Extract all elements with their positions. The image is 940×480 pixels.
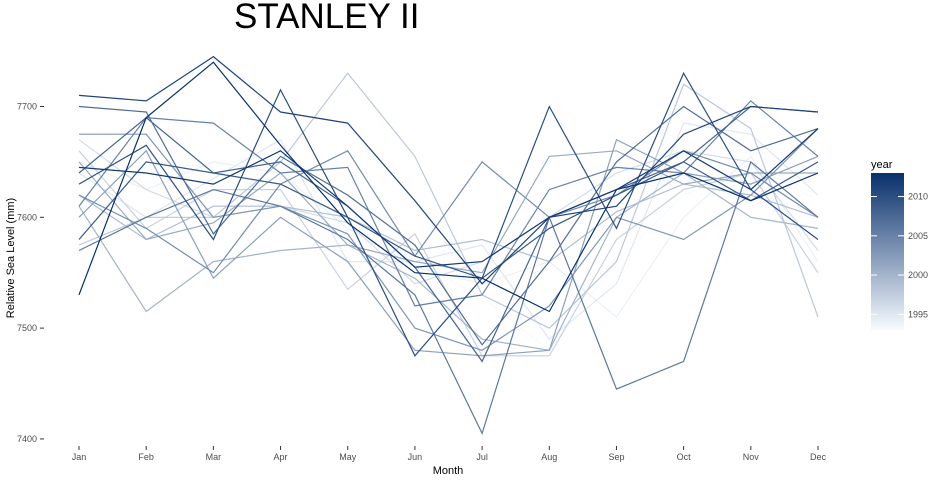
- x-tick-label: Aug: [541, 452, 557, 462]
- x-tick-label: Jul: [476, 452, 488, 462]
- series-line-2002: [78, 138, 819, 357]
- x-tick-label: Mar: [206, 452, 222, 462]
- series-line-2007: [78, 105, 819, 346]
- series-line-2010: [78, 71, 819, 357]
- x-tick-label: Sep: [608, 452, 624, 462]
- x-tick-label: Feb: [138, 452, 154, 462]
- legend-ticks: 1995 2000 2005 2010: [871, 192, 928, 319]
- series-line-2008: [78, 105, 819, 363]
- series-line-2013: [78, 61, 819, 313]
- series-line-2004: [78, 150, 819, 274]
- series-line-2009: [78, 161, 819, 279]
- series-line-1995: [78, 122, 819, 341]
- series-line-1993: [78, 147, 819, 352]
- series-lines: [78, 55, 819, 436]
- x-tick-label: Nov: [743, 452, 760, 462]
- series-line-2012: [78, 128, 819, 268]
- series-line-2005: [78, 100, 819, 307]
- legend-tick-label: 2000: [908, 270, 928, 280]
- series-line-2003: [79, 128, 819, 351]
- x-tick-label: May: [339, 452, 357, 462]
- x-tick-label: Dec: [810, 452, 827, 462]
- y-axis-ticks: 7400 7500 7600 7700: [17, 101, 44, 444]
- year-legend: year 1995 2000 2005 2010: [871, 159, 928, 330]
- y-tick-label: 7400: [17, 434, 37, 444]
- legend-colorbar: [871, 173, 904, 330]
- legend-title: year: [871, 159, 893, 171]
- y-axis-title: Relative Sea Level (mm): [5, 198, 17, 318]
- legend-tick-label: 2010: [908, 192, 928, 202]
- x-tick-label: Apr: [274, 452, 288, 462]
- y-tick-label: 7700: [17, 101, 37, 111]
- series-line-1999: [78, 183, 819, 263]
- series-line-2006: [78, 160, 819, 436]
- x-axis-ticks: Jan Feb Mar Apr May Jun Jul Aug Sep Oct Nov Dec: [72, 446, 827, 462]
- series-line-2000: [78, 172, 819, 351]
- series-line-2011: [78, 55, 819, 285]
- x-tick-label: Jan: [72, 452, 87, 462]
- legend-tick-label: 2005: [908, 231, 928, 241]
- x-tick-label: Oct: [677, 452, 692, 462]
- chart-title: STANLEY II: [234, 0, 419, 36]
- x-tick-label: Jun: [408, 452, 423, 462]
- y-tick-label: 7600: [17, 212, 37, 222]
- series-line-1996: [78, 139, 819, 285]
- legend-tick-label: 1995: [908, 309, 928, 319]
- x-axis-title: Month: [433, 465, 464, 477]
- y-tick-label: 7500: [17, 323, 37, 333]
